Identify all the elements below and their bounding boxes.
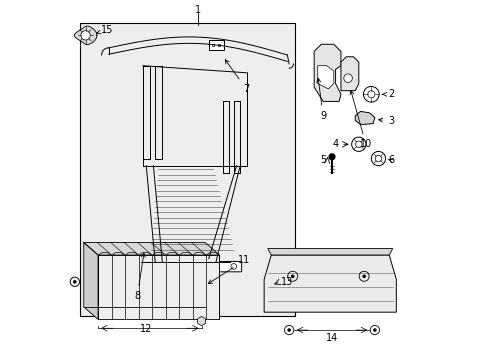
Text: 7: 7 — [225, 60, 249, 94]
Polygon shape — [340, 57, 358, 91]
Text: 12: 12 — [140, 324, 152, 334]
Text: 3: 3 — [378, 116, 393, 126]
Polygon shape — [267, 249, 392, 255]
Circle shape — [73, 280, 77, 284]
Polygon shape — [354, 111, 374, 125]
Text: 4: 4 — [332, 139, 338, 149]
Polygon shape — [313, 44, 340, 102]
Polygon shape — [83, 243, 98, 319]
Text: 14: 14 — [325, 333, 338, 343]
Text: 13: 13 — [281, 277, 293, 287]
Polygon shape — [317, 66, 333, 89]
Circle shape — [372, 328, 376, 332]
Circle shape — [362, 274, 365, 278]
Polygon shape — [98, 255, 219, 319]
Text: 5: 5 — [319, 156, 325, 165]
Text: 1: 1 — [195, 5, 201, 15]
Circle shape — [81, 31, 90, 40]
Text: 6: 6 — [387, 156, 393, 165]
Bar — [80, 23, 294, 316]
Circle shape — [290, 274, 294, 278]
Text: 8: 8 — [134, 253, 145, 301]
Bar — [208, 40, 224, 50]
Circle shape — [328, 153, 335, 160]
FancyBboxPatch shape — [207, 261, 241, 272]
Text: 9: 9 — [316, 78, 325, 121]
Text: 2: 2 — [382, 89, 393, 99]
Text: 11: 11 — [208, 255, 250, 284]
Circle shape — [200, 320, 203, 323]
Text: 15: 15 — [97, 25, 113, 35]
Polygon shape — [74, 26, 97, 45]
Circle shape — [287, 328, 290, 332]
FancyBboxPatch shape — [125, 261, 159, 272]
Circle shape — [343, 74, 352, 82]
Polygon shape — [83, 243, 219, 255]
Polygon shape — [264, 255, 395, 312]
Text: 10: 10 — [349, 91, 371, 149]
